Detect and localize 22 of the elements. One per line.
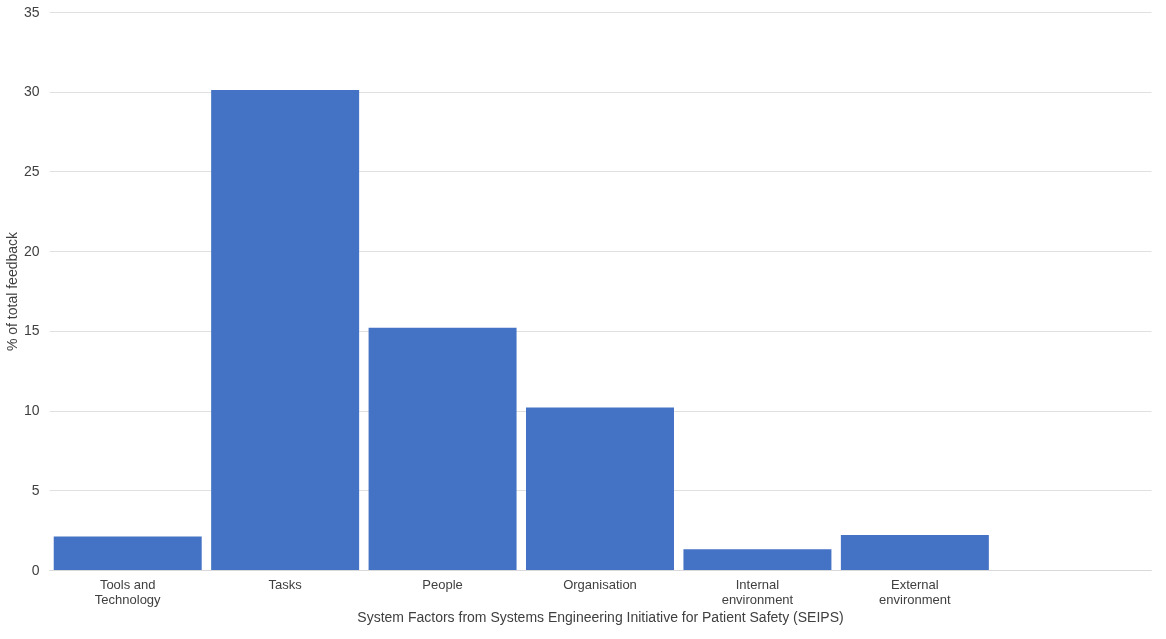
y-tick-label: 25 (23, 162, 40, 179)
bar (368, 327, 517, 570)
bar (526, 407, 674, 570)
y-tick-label: 30 (23, 83, 40, 100)
bar (683, 549, 832, 570)
bar (840, 534, 989, 570)
x-tick-label: Internal environment (721, 576, 794, 607)
y-tick-label: 35 (23, 3, 40, 20)
y-tick-label: 20 (23, 242, 40, 259)
y-tick-label: 10 (23, 402, 40, 419)
x-tick-label: Organisation (563, 576, 637, 592)
x-tick-label: People (422, 576, 463, 592)
x-tick-label: Tools and Technology (94, 576, 162, 607)
y-tick-label: 15 (23, 322, 40, 339)
y-axis-title: % of total feedback (3, 230, 20, 352)
y-tick-label: 0 (31, 561, 40, 578)
x-axis-title: System Factors from Systems Engineering Initiative for Patient Safety (SEIPS) (357, 608, 844, 625)
y-tick-label: 5 (31, 481, 40, 498)
x-tick-label: Tasks (268, 576, 303, 592)
bar (211, 90, 360, 570)
x-tick-label: External environment (879, 576, 952, 607)
bar (53, 536, 202, 570)
